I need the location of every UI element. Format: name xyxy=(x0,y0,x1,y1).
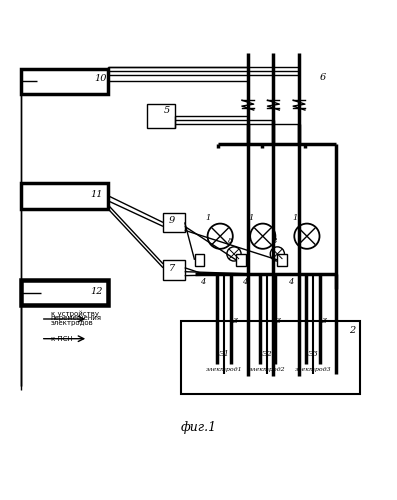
Text: Э1: Э1 xyxy=(219,350,229,358)
Text: 8: 8 xyxy=(272,238,277,246)
Text: 5: 5 xyxy=(164,106,170,114)
Bar xyxy=(187,366,352,392)
Bar xyxy=(278,254,287,266)
Text: 10: 10 xyxy=(94,74,106,83)
Text: к ПСН: к ПСН xyxy=(51,336,72,342)
Bar xyxy=(195,370,344,386)
Text: перемещения: перемещения xyxy=(51,315,102,321)
Text: 7: 7 xyxy=(169,264,175,274)
Text: 6: 6 xyxy=(320,73,326,82)
Text: электрод2: электрод2 xyxy=(249,367,286,372)
Text: 1: 1 xyxy=(206,214,211,222)
Text: 11: 11 xyxy=(90,190,102,200)
Text: 2: 2 xyxy=(349,326,355,336)
Text: 3: 3 xyxy=(233,317,238,325)
Text: Э3: Э3 xyxy=(307,350,318,358)
Bar xyxy=(21,68,108,94)
Text: 3: 3 xyxy=(276,317,281,325)
Text: Э2: Э2 xyxy=(262,350,273,358)
Text: 1: 1 xyxy=(293,214,298,222)
Text: 12: 12 xyxy=(90,287,102,296)
Bar xyxy=(163,260,185,280)
Text: 8: 8 xyxy=(228,238,233,246)
Text: 3: 3 xyxy=(322,317,327,325)
Text: электрод3: электрод3 xyxy=(295,367,331,372)
Bar xyxy=(21,280,108,305)
Bar xyxy=(181,321,360,394)
Text: фиг.1: фиг.1 xyxy=(181,421,216,434)
Text: 4: 4 xyxy=(289,278,294,285)
Bar xyxy=(147,104,175,128)
Text: электродов: электродов xyxy=(51,320,93,326)
Bar xyxy=(163,212,185,233)
Text: 4: 4 xyxy=(200,278,205,285)
Text: 9: 9 xyxy=(169,216,175,225)
Text: 1: 1 xyxy=(248,214,254,222)
Text: 4: 4 xyxy=(242,278,248,285)
Text: электрод1: электрод1 xyxy=(206,367,243,372)
Bar xyxy=(195,254,204,266)
Bar xyxy=(21,183,108,208)
Bar xyxy=(236,254,246,266)
Text: к устройству: к устройству xyxy=(51,310,99,317)
